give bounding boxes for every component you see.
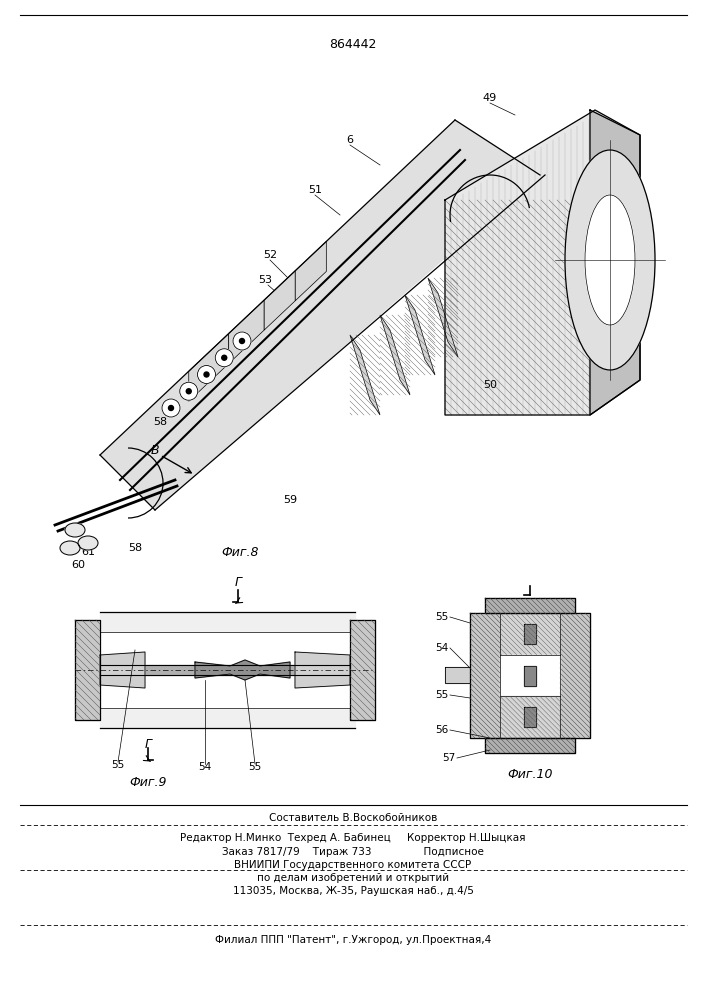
Polygon shape	[228, 300, 264, 364]
Text: 55: 55	[435, 612, 448, 622]
Text: 60: 60	[71, 560, 85, 570]
Ellipse shape	[65, 523, 85, 537]
Polygon shape	[405, 295, 435, 375]
Text: 52: 52	[263, 250, 277, 260]
Text: 58: 58	[128, 543, 142, 553]
Text: 57: 57	[442, 753, 455, 763]
Polygon shape	[195, 660, 290, 680]
Ellipse shape	[162, 399, 180, 417]
Text: 53: 53	[258, 275, 272, 285]
Polygon shape	[100, 612, 355, 728]
Polygon shape	[380, 315, 410, 395]
Ellipse shape	[168, 406, 173, 410]
Ellipse shape	[197, 365, 216, 383]
Polygon shape	[350, 335, 380, 415]
Text: 51: 51	[308, 185, 322, 195]
Text: Редактор Н.Минко  Техред А. Бабинец     Корректор Н.Шыцкая: Редактор Н.Минко Техред А. Бабинец Корре…	[180, 833, 526, 843]
Polygon shape	[485, 738, 575, 753]
Ellipse shape	[186, 389, 192, 394]
Text: 50: 50	[483, 380, 497, 390]
Text: ВНИИПИ Государственного комитета СССР: ВНИИПИ Государственного комитета СССР	[235, 860, 472, 870]
Text: 58: 58	[153, 417, 167, 427]
Text: 54: 54	[199, 762, 211, 772]
Polygon shape	[350, 620, 375, 720]
Ellipse shape	[180, 382, 198, 400]
Ellipse shape	[204, 372, 209, 377]
Ellipse shape	[78, 536, 98, 550]
Text: 54: 54	[435, 643, 448, 653]
Text: 864442: 864442	[329, 38, 377, 51]
Text: В: В	[151, 444, 159, 456]
Polygon shape	[296, 241, 327, 301]
Polygon shape	[590, 110, 640, 415]
Text: Г: Г	[235, 576, 242, 588]
Text: Фиг.10: Фиг.10	[507, 768, 553, 782]
Ellipse shape	[215, 349, 233, 367]
Text: 6: 6	[346, 135, 354, 145]
Polygon shape	[264, 271, 296, 330]
Polygon shape	[100, 652, 145, 688]
Ellipse shape	[233, 332, 251, 350]
Text: Составитель В.Воскобойников: Составитель В.Воскобойников	[269, 813, 437, 823]
Polygon shape	[470, 613, 500, 738]
Polygon shape	[189, 334, 228, 401]
Text: 55: 55	[112, 760, 124, 770]
Ellipse shape	[585, 195, 635, 325]
Text: Заказ 7817/79    Тираж 733                Подписное: Заказ 7817/79 Тираж 733 Подписное	[222, 847, 484, 857]
Polygon shape	[500, 696, 560, 738]
Polygon shape	[470, 613, 590, 738]
Text: 56: 56	[435, 725, 448, 735]
Polygon shape	[445, 667, 470, 683]
Polygon shape	[75, 620, 100, 720]
Text: Г: Г	[144, 738, 151, 752]
Polygon shape	[100, 632, 350, 708]
Text: Фиг.8: Фиг.8	[221, 546, 259, 560]
Polygon shape	[100, 665, 350, 675]
Ellipse shape	[240, 338, 245, 344]
Polygon shape	[500, 613, 560, 655]
Polygon shape	[100, 120, 540, 510]
Polygon shape	[445, 110, 640, 415]
Polygon shape	[428, 278, 458, 357]
Ellipse shape	[565, 150, 655, 370]
Polygon shape	[560, 613, 590, 738]
Polygon shape	[524, 624, 536, 644]
Polygon shape	[295, 652, 350, 688]
Text: 61: 61	[81, 547, 95, 557]
Text: Филиал ППП "Патент", г.Ужгород, ул.Проектная,4: Филиал ППП "Патент", г.Ужгород, ул.Проек…	[215, 935, 491, 945]
Ellipse shape	[222, 355, 227, 360]
Text: 55: 55	[248, 762, 262, 772]
Polygon shape	[524, 707, 536, 727]
Text: 49: 49	[483, 93, 497, 103]
Polygon shape	[500, 655, 560, 696]
Polygon shape	[524, 666, 536, 686]
Text: 55: 55	[435, 690, 448, 700]
Polygon shape	[485, 598, 575, 613]
Text: 59: 59	[283, 495, 297, 505]
Text: Фиг.9: Фиг.9	[129, 776, 167, 790]
Text: 113035, Москва, Ж-35, Раушская наб., д.4/5: 113035, Москва, Ж-35, Раушская наб., д.4…	[233, 886, 474, 896]
Text: по делам изобретений и открытий: по делам изобретений и открытий	[257, 873, 449, 883]
Ellipse shape	[60, 541, 80, 555]
